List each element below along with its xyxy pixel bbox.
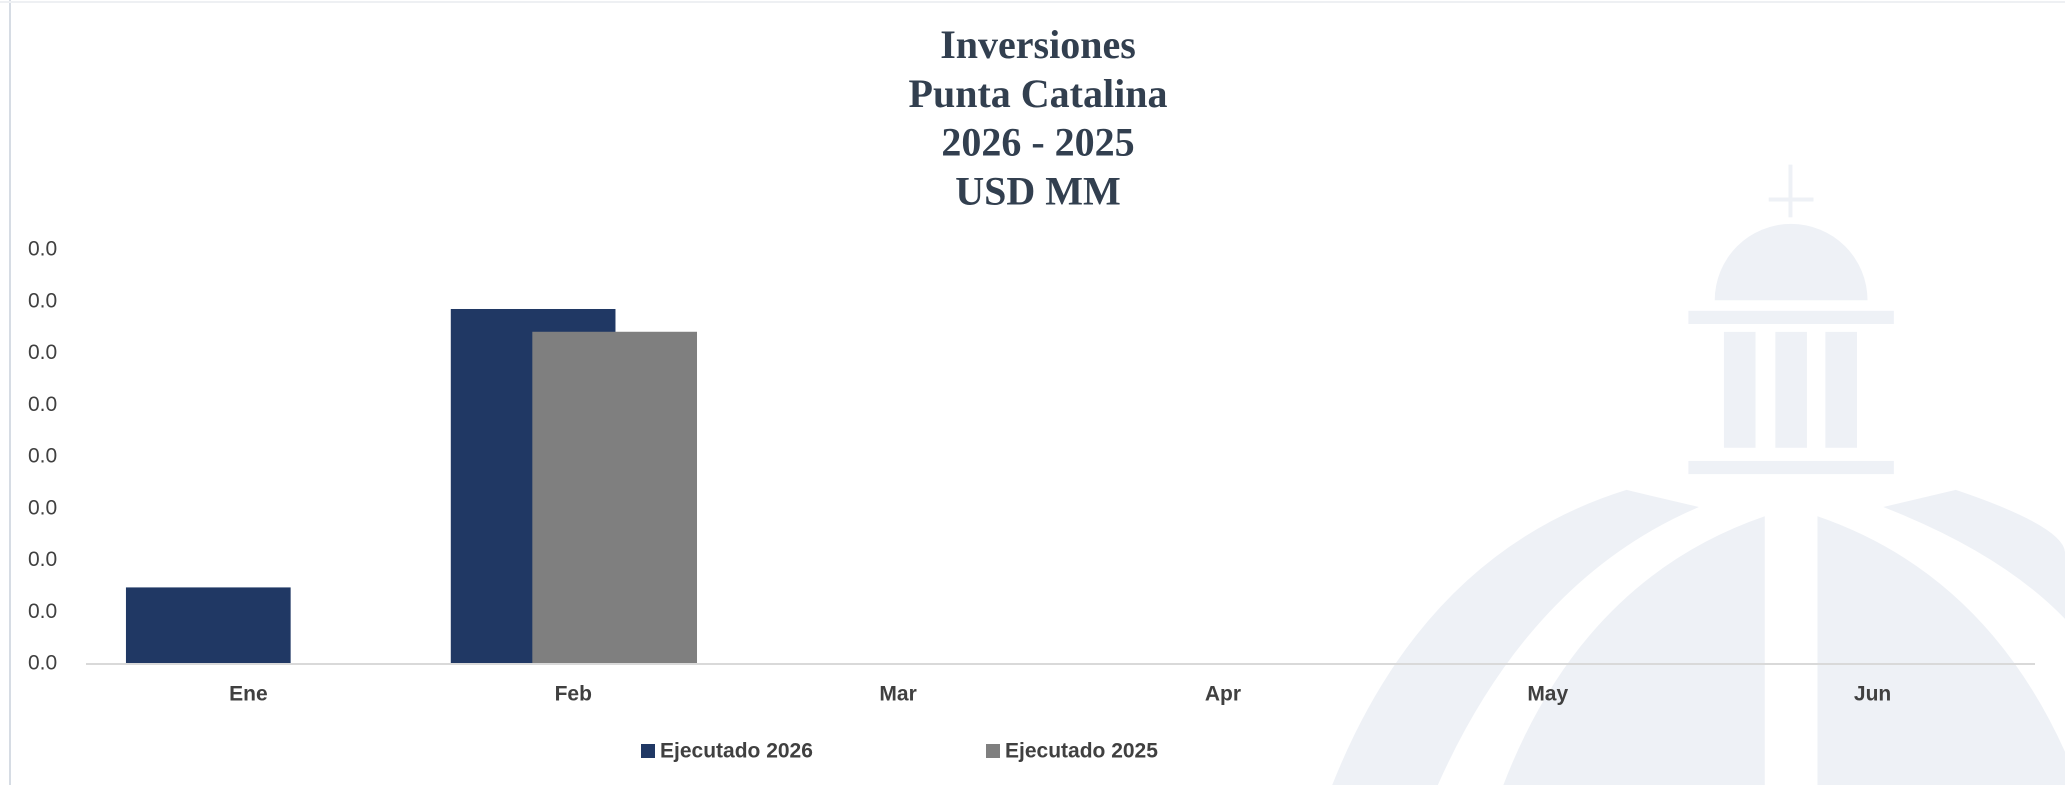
x-tick-label: Ene [229,683,268,706]
chart-title-line: Inversiones [940,22,1136,67]
y-tick-label: 0.0 [28,289,57,312]
bar [532,331,698,664]
chart-title-line: USD MM [955,168,1121,213]
legend-swatch [641,744,655,758]
y-tick-label: 0.0 [28,600,57,623]
y-tick-label: 0.0 [28,496,57,519]
bar [125,587,291,664]
x-tick-label: Jun [1854,683,1891,706]
legend-label: Ejecutado 2026 [660,740,813,763]
y-tick-label: 0.0 [28,341,57,364]
y-tick-label: 0.0 [28,652,57,675]
y-tick-label: 0.0 [28,445,57,468]
legend-swatch [986,744,1000,758]
y-tick-label: 0.0 [28,548,57,571]
chart-title-line: 2026 - 2025 [941,120,1134,165]
watermark [1332,164,2065,785]
y-tick-label: 0.0 [28,238,57,261]
y-tick-label: 0.0 [28,393,57,416]
legend-label: Ejecutado 2025 [1005,740,1158,763]
x-tick-label: Feb [555,683,592,706]
x-tick-label: May [1527,683,1568,706]
x-tick-label: Apr [1205,683,1241,706]
x-tick-label: Mar [879,683,916,706]
chart-title-line: Punta Catalina [909,71,1168,116]
